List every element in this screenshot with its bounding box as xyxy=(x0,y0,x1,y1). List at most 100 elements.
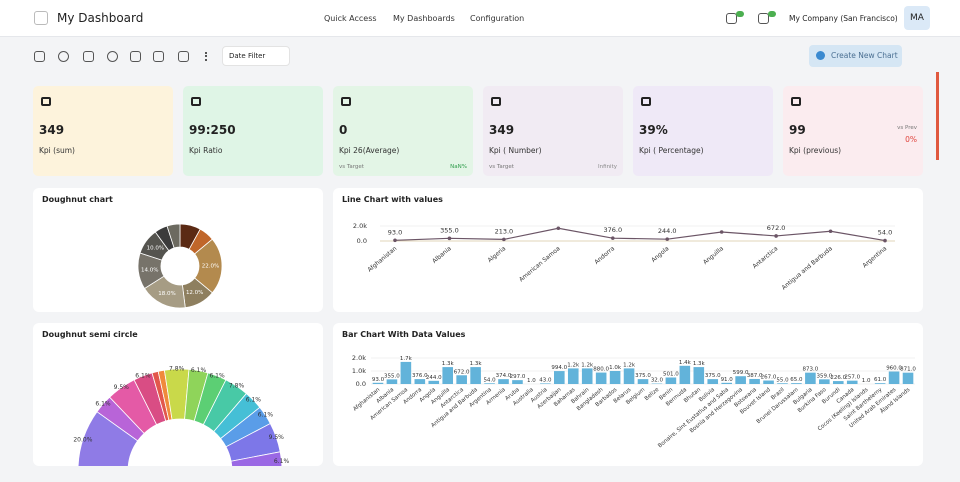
bar xyxy=(623,368,635,384)
bar xyxy=(777,383,788,384)
x-tick-label: Belize xyxy=(644,387,661,403)
data-label: 359.0 xyxy=(816,373,832,379)
data-label: 6.1% xyxy=(209,372,225,379)
y-tick-label: 2.0k xyxy=(352,354,366,362)
avatar[interactable]: MA xyxy=(904,6,930,30)
company[interactable]: My Company (San Francisco) xyxy=(789,14,898,23)
kpi-card: 349 Kpi (sum) xyxy=(33,86,173,176)
x-tick-label: Angola xyxy=(650,245,671,264)
data-label: 355.0 xyxy=(440,226,459,234)
bar xyxy=(442,367,454,384)
icon-button[interactable] xyxy=(726,13,737,24)
data-label: 1.7k xyxy=(400,356,413,362)
data-label: 9.5% xyxy=(114,384,130,391)
data-label: 1.3k xyxy=(442,361,455,367)
point xyxy=(447,236,452,241)
bar xyxy=(540,383,551,384)
bar xyxy=(819,379,830,384)
point xyxy=(556,226,561,231)
scrollbar[interactable] xyxy=(936,72,939,160)
bar xyxy=(846,380,858,384)
badge xyxy=(768,11,776,17)
bar xyxy=(567,368,579,384)
bar xyxy=(832,381,844,384)
toolbar-icons xyxy=(34,51,207,62)
data-label: 501.0 xyxy=(663,371,679,377)
data-label: 9.5% xyxy=(269,434,285,441)
icon-button[interactable] xyxy=(758,13,769,24)
kpi-compare-value: 0% xyxy=(905,135,917,144)
date-filter[interactable]: Date Filter xyxy=(222,46,290,66)
kpi-value: 39% xyxy=(639,123,668,137)
data-label: 1.3k xyxy=(693,361,706,367)
icon-button[interactable] xyxy=(107,51,118,62)
badge xyxy=(736,11,744,17)
kpi-value: 349 xyxy=(39,123,65,137)
data-label: 1.0 xyxy=(862,378,871,384)
bar xyxy=(456,375,467,384)
data-label: 43.0 xyxy=(539,377,552,383)
nav-item[interactable]: Quick Access xyxy=(324,14,377,23)
nav-item[interactable]: Configuration xyxy=(470,14,525,23)
data-label: 375.0 xyxy=(635,373,651,379)
bar xyxy=(498,379,509,384)
kpi-card: 39% Kpi ( Percentage) xyxy=(633,86,773,176)
y-tick-label: 1.0k xyxy=(352,367,366,375)
bar xyxy=(665,377,677,384)
point xyxy=(393,238,397,243)
bar xyxy=(902,372,914,384)
data-label: 599.0 xyxy=(733,370,749,376)
icon-button[interactable] xyxy=(153,51,164,62)
icon-button[interactable] xyxy=(34,51,45,62)
data-label: 873.0 xyxy=(803,367,819,373)
kpi-compare-caption: vs Target xyxy=(339,164,364,170)
kpi-icon xyxy=(41,97,51,106)
kpi-value: 99:250 xyxy=(189,123,236,137)
chart: 0.0 2.0k 93.0 Afghanistan 355.0 Albania 213.0 A… xyxy=(353,222,895,291)
app-title: My Dashboard xyxy=(57,11,144,25)
data-label: 244.0 xyxy=(426,375,442,381)
data-label: 18.0% xyxy=(158,291,175,297)
x-tick-label: Albania xyxy=(431,245,453,265)
bar xyxy=(637,379,649,384)
kpi-compare-value: Infinity xyxy=(598,164,617,170)
kpi-label: Kpi (previous) xyxy=(789,146,842,155)
bar xyxy=(707,379,719,384)
data-label: 55.0 xyxy=(776,377,789,383)
data-label: 6.1% xyxy=(95,401,111,408)
data-label: 355.0 xyxy=(384,373,400,379)
kpi-card: 0 Kpi 26(Average) vs Target NaN% xyxy=(333,86,473,176)
data-label: 376.0 xyxy=(603,226,622,234)
data-label: 54.0 xyxy=(483,377,496,383)
kpi-value: 0 xyxy=(339,123,348,137)
data-label: 1.0k xyxy=(609,365,622,371)
bar xyxy=(874,383,886,384)
data-label: 7.8% xyxy=(169,366,185,373)
bar xyxy=(386,379,398,384)
data-label: 871.0 xyxy=(900,367,916,373)
data-label: 6.1% xyxy=(274,458,290,465)
nav-item[interactable]: My Dashboards xyxy=(393,14,455,23)
bar xyxy=(400,361,412,384)
point xyxy=(610,236,615,240)
data-label: 7.8% xyxy=(229,383,245,390)
more-button[interactable] xyxy=(205,52,207,61)
data-label: 387.0 xyxy=(747,373,763,379)
kpi-card: 99:250 Kpi Ratio xyxy=(183,86,323,176)
x-tick-label: Afghanistan xyxy=(366,245,398,273)
create-button[interactable]: Create New Chart xyxy=(809,45,902,67)
data-label: 91.0 xyxy=(721,377,734,383)
data-label: 20.0% xyxy=(73,436,92,443)
logo[interactable] xyxy=(34,11,48,25)
segment xyxy=(230,451,283,466)
data-label: 12.0% xyxy=(186,290,203,296)
data-label: 1.2k xyxy=(581,362,594,368)
data-label: 10.0% xyxy=(147,246,164,252)
icon-button[interactable] xyxy=(83,51,94,62)
chart-card: 0.0 2.0k 93.0 Afghanistan 355.0 Albania 213.0 A… xyxy=(333,188,923,312)
icon-button[interactable] xyxy=(178,51,189,62)
icon-button[interactable] xyxy=(58,51,69,62)
kpi-icon xyxy=(641,97,651,106)
chart: 0.01.0k2.0k93.0Afghanistan355.0Albania1.… xyxy=(352,354,917,449)
icon-button[interactable] xyxy=(130,51,141,62)
